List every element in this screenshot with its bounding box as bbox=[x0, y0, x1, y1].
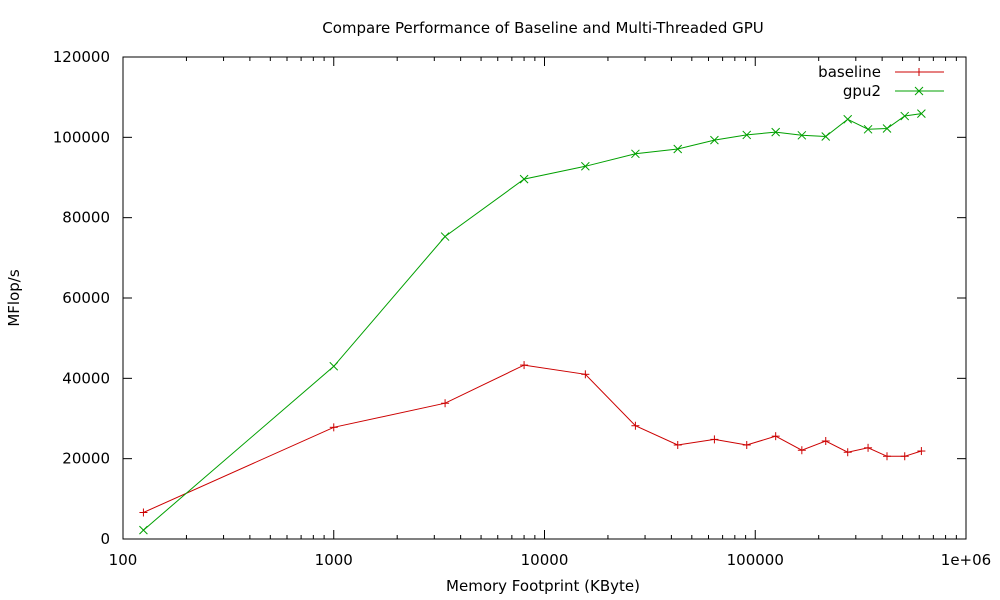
legend-label: gpu2 bbox=[843, 82, 881, 100]
series-baseline bbox=[139, 361, 926, 517]
y-tick-label: 100000 bbox=[53, 128, 110, 146]
data-point-gpu2 bbox=[580, 161, 590, 171]
series-layer bbox=[139, 109, 926, 535]
marker-stroke bbox=[580, 161, 590, 171]
legend-item-gpu2: gpu2 bbox=[843, 82, 944, 100]
marker-stroke bbox=[917, 109, 926, 118]
data-point-gpu2 bbox=[771, 127, 781, 137]
y-tick-label: 0 bbox=[100, 530, 110, 548]
marker-stroke bbox=[863, 124, 873, 134]
marker-stroke bbox=[329, 361, 339, 371]
marker-stroke bbox=[771, 127, 781, 137]
series-line-baseline bbox=[143, 364, 922, 513]
data-point-gpu2 bbox=[917, 109, 926, 118]
x-tick-label: 100 bbox=[109, 551, 138, 569]
legend-label: baseline bbox=[818, 63, 881, 81]
marker-stroke bbox=[710, 135, 719, 145]
marker-stroke bbox=[673, 144, 683, 154]
data-point-baseline bbox=[900, 452, 909, 461]
marker-stroke bbox=[797, 130, 807, 140]
chart-title: Compare Performance of Baseline and Mult… bbox=[322, 19, 764, 37]
x-tick-label: 1e+06 bbox=[941, 551, 991, 569]
data-point-baseline bbox=[581, 370, 590, 379]
plot-frame bbox=[122, 56, 967, 540]
legend-marker bbox=[914, 86, 924, 96]
data-point-baseline bbox=[139, 508, 148, 517]
data-point-baseline bbox=[329, 423, 338, 432]
x-tick-label: 10000 bbox=[521, 551, 569, 569]
marker-stroke bbox=[742, 130, 752, 140]
marker-stroke bbox=[440, 232, 450, 241]
marker-stroke bbox=[821, 132, 831, 141]
marker-stroke bbox=[843, 114, 853, 124]
data-point-baseline bbox=[864, 443, 873, 452]
data-point-gpu2 bbox=[519, 174, 529, 184]
y-tick-label: 60000 bbox=[62, 289, 110, 307]
data-point-baseline bbox=[710, 435, 719, 444]
data-point-baseline bbox=[742, 441, 751, 450]
data-point-baseline bbox=[771, 432, 780, 441]
x-tick-label: 1000 bbox=[315, 551, 353, 569]
data-point-gpu2 bbox=[710, 135, 719, 145]
y-tick-label: 80000 bbox=[62, 209, 110, 227]
data-point-baseline bbox=[631, 421, 640, 430]
axis-ticks: 0 20000 40000 60000 80000 100000 120000 100 1000… bbox=[53, 48, 991, 569]
marker-stroke bbox=[519, 174, 529, 184]
data-point-gpu2 bbox=[742, 130, 752, 140]
data-point-gpu2 bbox=[863, 124, 873, 134]
data-point-gpu2 bbox=[329, 361, 339, 371]
data-point-gpu2 bbox=[882, 124, 892, 133]
data-point-gpu2 bbox=[843, 114, 853, 124]
marker-stroke bbox=[139, 525, 148, 535]
y-axis-label: MFlop/s bbox=[5, 269, 23, 326]
marker-stroke bbox=[914, 86, 924, 96]
marker-stroke bbox=[900, 111, 910, 121]
data-point-baseline bbox=[821, 436, 830, 445]
marker-stroke bbox=[882, 124, 892, 133]
data-point-gpu2 bbox=[440, 232, 450, 241]
series-line-gpu2 bbox=[143, 113, 922, 531]
data-point-baseline bbox=[917, 447, 926, 456]
x-tick-label: 100000 bbox=[727, 551, 784, 569]
legend-item-baseline: baseline bbox=[818, 63, 944, 81]
data-point-gpu2 bbox=[900, 111, 910, 121]
data-point-gpu2 bbox=[673, 144, 683, 154]
data-point-baseline bbox=[843, 448, 852, 457]
y-tick-label: 20000 bbox=[62, 450, 110, 468]
marker-stroke bbox=[631, 149, 640, 159]
data-point-gpu2 bbox=[139, 525, 148, 535]
x-axis-label: Memory Footprint (KByte) bbox=[446, 577, 640, 595]
series-gpu2 bbox=[139, 109, 926, 535]
legend-marker bbox=[915, 68, 923, 76]
data-point-gpu2 bbox=[797, 130, 807, 140]
data-point-baseline bbox=[797, 446, 806, 455]
data-point-baseline bbox=[883, 452, 892, 461]
y-tick-label: 40000 bbox=[62, 369, 110, 387]
y-tick-label: 120000 bbox=[53, 48, 110, 66]
data-point-baseline bbox=[673, 441, 682, 450]
data-point-gpu2 bbox=[631, 149, 640, 159]
data-point-gpu2 bbox=[821, 132, 831, 141]
data-point-baseline bbox=[441, 399, 450, 408]
data-point-baseline bbox=[520, 361, 529, 370]
